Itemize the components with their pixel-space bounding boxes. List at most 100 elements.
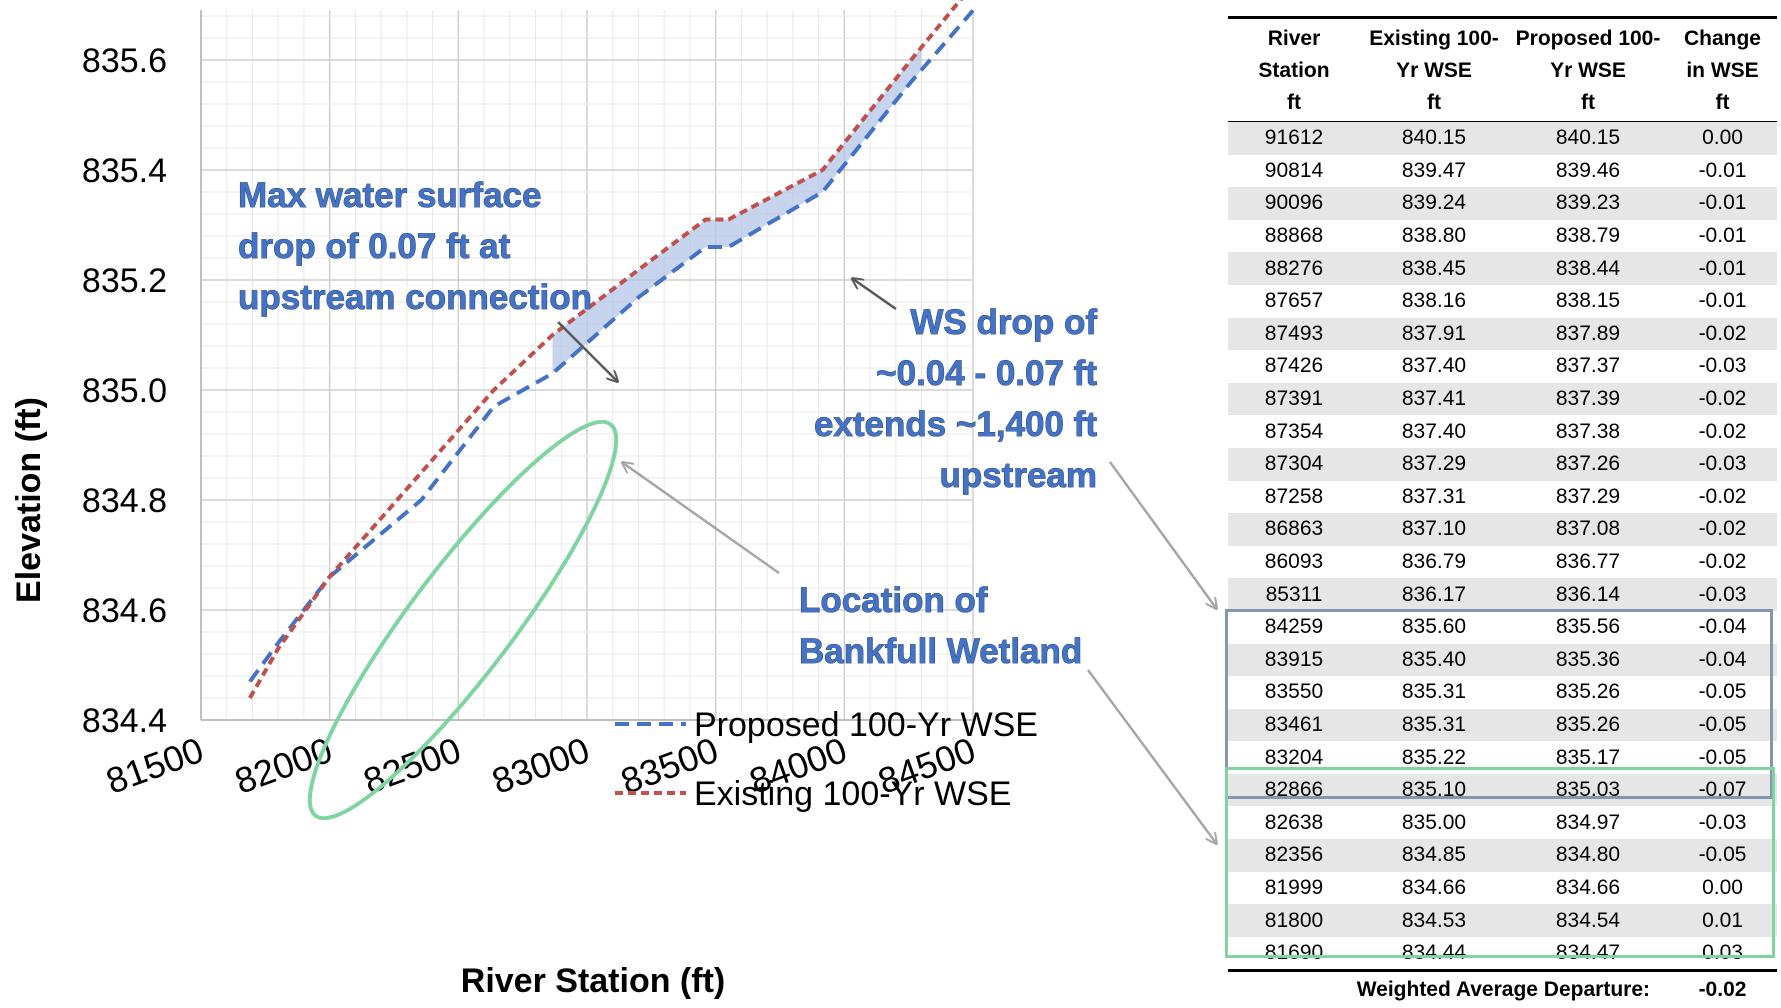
table-cell: 839.47 (1401, 158, 1467, 182)
table-cell: -0.07 (1668, 773, 1777, 807)
table-cell: 834.66 (1401, 875, 1467, 899)
table-cell: 83550 (1264, 680, 1324, 704)
table-cell: 837.91 (1360, 317, 1508, 351)
annotation-wetland-line-1: Location of (799, 581, 988, 620)
y-axis-title: Elevation (ft) (10, 397, 48, 603)
table-cell: 87391 (1228, 382, 1360, 416)
y-tick-label: 835.2 (82, 262, 167, 300)
legend-label-proposed: Proposed 100-Yr WSE (694, 706, 1038, 744)
table-cell: -0.02 (1668, 513, 1777, 546)
table-cell: 88276 (1228, 252, 1360, 285)
table-row: 90814 839.47 839.46 -0.01 (1228, 155, 1777, 188)
table-cell: 81800 (1228, 904, 1360, 937)
table-cell: -0.01 (1698, 224, 1747, 248)
table-cell: 834.44 (1401, 941, 1467, 965)
table-row: 81690 834.44 834.47 0.03 (1228, 937, 1777, 971)
annotation-ws-drop-line-1: WS drop of (910, 303, 1097, 342)
table-row: 83915 835.40 835.36 -0.04 (1228, 643, 1777, 677)
table-cell: 834.80 (1508, 839, 1668, 872)
table-cell: 91612 (1228, 121, 1360, 155)
legend-label-existing: Existing 100-Yr WSE (694, 775, 1011, 813)
table-cell: 837.40 (1401, 354, 1467, 378)
annotation-wetland: Location of Bankfull Wetland (799, 581, 1083, 672)
table-cell: 87258 (1264, 484, 1324, 508)
annotation-ws-drop-line-2: ~0.04 - 0.07 ft (876, 354, 1097, 393)
table-cell: -0.02 (1698, 550, 1747, 574)
series-line-existing (248, 0, 963, 699)
table-header-cell: in WSE (1686, 59, 1759, 82)
arrow-ws-drop (853, 279, 897, 311)
table-row: 91612 840.15 840.15 0.00 (1228, 121, 1777, 155)
annotation-max-drop-line-2: drop of 0.07 ft at (238, 227, 511, 266)
table-cell: -0.03 (1698, 810, 1747, 834)
table-cell: -0.01 (1668, 187, 1777, 220)
table-cell: -0.01 (1668, 252, 1777, 285)
table-header-row: Station Yr WSE Yr WSE in WSE (1228, 55, 1777, 87)
table-cell: -0.02 (1698, 484, 1747, 508)
x-axis-title: River Station (ft) (461, 962, 725, 1000)
table-cell: 840.15 (1360, 121, 1508, 155)
table-header-cell: Change (1668, 16, 1777, 55)
table-cell: 87657 (1264, 289, 1324, 313)
table-cell: 81999 (1264, 875, 1324, 899)
table-row: 86863 837.10 837.08 -0.02 (1228, 513, 1777, 546)
chart-legend: Proposed 100-Yr WSE Existing 100-Yr WSE (615, 706, 1038, 813)
table-row: 83204 835.22 835.17 -0.05 (1228, 741, 1777, 774)
table-cell: 837.29 (1555, 484, 1621, 508)
table-cell: 0.03 (1702, 941, 1743, 965)
table-cell: 835.22 (1401, 745, 1467, 769)
chart-series (248, 0, 975, 699)
table-row: 81800 834.53 834.54 0.01 (1228, 904, 1777, 937)
arrow-max-drop (557, 321, 617, 381)
table-cell: 90096 (1228, 187, 1360, 220)
y-tick-label: 835.0 (82, 372, 167, 410)
table-cell: -0.05 (1698, 680, 1747, 704)
wse-comparison-table-container: River Existing 100- Proposed 100- Change Sta… (1228, 16, 1777, 1008)
table-row: 88276 838.45 838.44 -0.01 (1228, 252, 1777, 285)
table-header-cell: Yr WSE (1396, 59, 1472, 82)
table-row: 87258 837.31 837.29 -0.02 (1228, 481, 1777, 514)
bankfull-wetland-ellipse (307, 419, 619, 821)
table-cell: 82866 (1228, 773, 1360, 807)
table-row: 83461 835.31 835.26 -0.05 (1228, 708, 1777, 742)
table-cell: -0.02 (1698, 419, 1747, 443)
table-header-cell: ft (1668, 87, 1777, 122)
annotation-ws-drop-line-3: extends ~1,400 ft (814, 405, 1097, 444)
table-header-cell: Station (1258, 59, 1330, 82)
y-tick-labels: 834.4 834.6 834.8 835.0 835.2 835.4 835.6 (82, 42, 167, 740)
table-cell: 0.00 (1702, 875, 1743, 899)
table-row: 87304 837.29 837.26 -0.03 (1228, 447, 1777, 481)
table-row: 86093 836.79 836.77 -0.02 (1228, 546, 1777, 579)
table-cell: 0.01 (1668, 904, 1777, 937)
table-cell: 87354 (1264, 419, 1324, 443)
table-cell: 837.40 (1401, 419, 1467, 443)
table-row: 87354 837.40 837.38 -0.02 (1228, 415, 1777, 448)
table-cell: -0.01 (1698, 158, 1747, 182)
y-tick-label: 834.6 (82, 592, 167, 630)
table-cell: 836.14 (1508, 578, 1668, 611)
table-cell: 838.80 (1401, 224, 1467, 248)
table-cell: 83915 (1228, 643, 1360, 677)
table-header-cell: ft (1228, 87, 1360, 122)
table-cell: 839.24 (1360, 187, 1508, 220)
table-cell: 834.54 (1508, 904, 1668, 937)
table-row: 87657 838.16 838.15 -0.01 (1228, 285, 1777, 318)
y-tick-label: 834.4 (82, 702, 167, 740)
table-cell: 88868 (1264, 224, 1324, 248)
table-cell: 839.23 (1508, 187, 1668, 220)
table-header-cell: ft (1508, 87, 1668, 122)
table-cell: 836.79 (1401, 550, 1467, 574)
table-cell: 834.53 (1360, 904, 1508, 937)
table-cell: 835.60 (1401, 615, 1467, 639)
weighted-average-value: -0.02 (1668, 969, 1777, 1008)
table-header-cell: ft (1360, 87, 1508, 122)
table-cell: 90814 (1264, 158, 1324, 182)
table-cell: 86863 (1228, 513, 1360, 546)
table-cell: 835.26 (1555, 680, 1621, 704)
table-cell: 834.85 (1360, 839, 1508, 872)
x-tick-label: 83000 (487, 729, 595, 802)
table-cell: -0.05 (1668, 839, 1777, 872)
table-cell: 837.41 (1360, 382, 1508, 416)
table-cell: 835.10 (1360, 773, 1508, 807)
